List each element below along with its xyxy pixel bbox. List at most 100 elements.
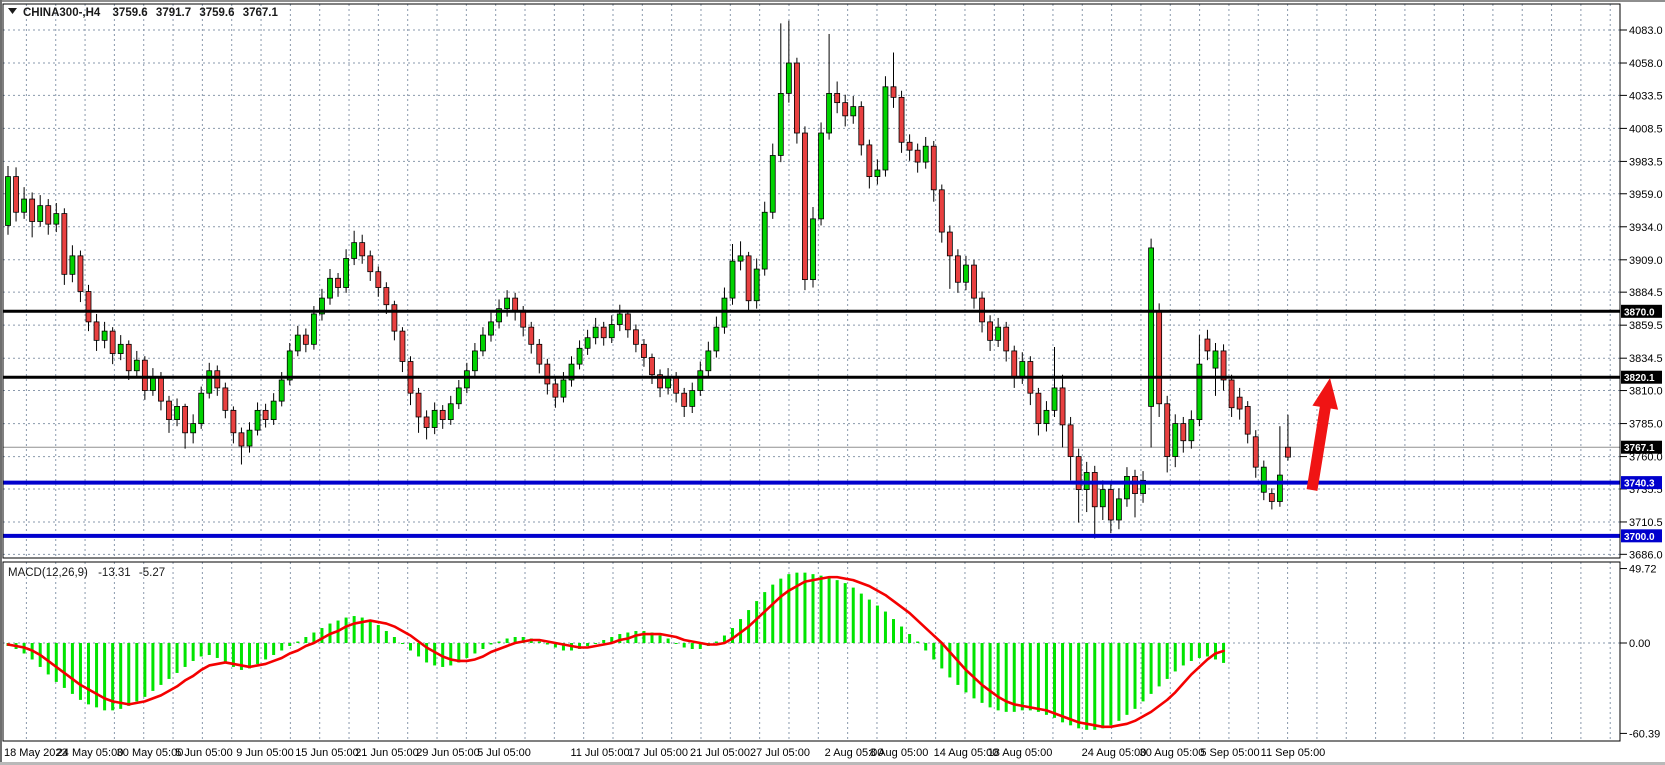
bull-candle [785, 62, 792, 94]
bull-candle [1148, 247, 1154, 407]
macd-histogram-bar [1085, 643, 1089, 730]
bear-candle [77, 255, 84, 292]
bull-candle [1188, 419, 1195, 442]
bear-candle [1067, 424, 1074, 457]
time-axis-label: 29 Jun 05:00 [416, 747, 480, 759]
bear-candle [85, 291, 92, 323]
bear-candle [641, 343, 647, 358]
bull-candle [327, 277, 333, 299]
macd-histogram-bar [1197, 643, 1201, 658]
bull-candle [761, 211, 768, 270]
time-axis-label: 30 Aug 05:00 [1140, 747, 1205, 759]
price-axis-label: 3983.5 [1629, 156, 1663, 168]
macd-histogram-bar [143, 643, 147, 697]
time-axis-label: 5 Jun 05:00 [175, 747, 233, 759]
bull-candle [270, 400, 277, 421]
bear-candle [906, 141, 913, 151]
bull-candle [560, 379, 567, 398]
time-axis-label: 8 Aug 05:00 [870, 747, 929, 759]
bear-candle [552, 383, 559, 398]
bull-candle [753, 268, 760, 302]
macd-histogram-bar [1044, 643, 1048, 715]
bull-candle [278, 379, 285, 402]
macd-pane-border [2, 561, 1621, 742]
bull-candle [53, 213, 60, 225]
bear-candle [423, 416, 430, 428]
bear-candle [1285, 446, 1291, 458]
macd-histogram-bar [714, 641, 718, 643]
bear-candle [1220, 350, 1227, 381]
macd-histogram-bar [956, 643, 960, 685]
bear-candle [1011, 350, 1018, 378]
macd-histogram-bar [787, 574, 791, 643]
symbol-dropdown-icon[interactable] [8, 8, 17, 14]
price-tag [1621, 529, 1662, 543]
macd-histogram-bar [561, 643, 565, 651]
bull-candle [1043, 409, 1050, 424]
bull-candle [737, 255, 744, 262]
macd-histogram-bar [1061, 643, 1065, 723]
bull-candle [319, 297, 325, 315]
macd-histogram-bar [135, 643, 139, 702]
macd-histogram-bar [1165, 643, 1169, 679]
hlines-layer[interactable] [3, 309, 1620, 538]
symbol-info-bar: CHINA300-,H4 3759.6 3791.7 3759.6 3767.1 [23, 7, 278, 19]
macd-histogram-bar [183, 643, 187, 667]
bear-candle [238, 432, 245, 447]
bear-candle [834, 92, 841, 104]
bull-candle [343, 258, 350, 288]
price-axis-label: 4033.5 [1629, 90, 1663, 102]
bull-candle [286, 350, 293, 381]
bull-candle [592, 326, 599, 339]
price-axis-label: 3686.0 [1629, 549, 1663, 561]
macd-histogram-bar [119, 643, 123, 709]
macd-histogram-bar [1133, 643, 1137, 709]
macd-histogram-bar [1205, 643, 1209, 657]
macd-histogram-bar [175, 643, 179, 673]
bear-candle [141, 359, 148, 391]
macd-histogram-bar [191, 643, 195, 661]
bull-candle [174, 405, 180, 421]
macd-histogram-bar [199, 643, 203, 657]
bull-candle [351, 242, 358, 259]
bear-candle [335, 277, 341, 288]
bull-candle [37, 205, 44, 222]
window-left-edge [0, 0, 2, 765]
bull-candle [705, 350, 712, 372]
macd-histogram-bar [223, 643, 227, 663]
macd-histogram-bar [1141, 643, 1145, 702]
macd-histogram-bar [948, 643, 952, 678]
bear-candle [375, 271, 382, 288]
bull-candle [777, 92, 784, 156]
macd-histogram-bar [731, 628, 734, 643]
macd-histogram-bar [272, 643, 276, 655]
bull-candle [608, 324, 615, 339]
bear-candle [528, 326, 535, 345]
bull-candle [1051, 387, 1058, 411]
bear-candle [222, 387, 229, 411]
bear-candle [914, 149, 921, 163]
macd-histogram-bar [1077, 643, 1081, 729]
macd-histogram-bar [892, 619, 895, 643]
bull-candle [117, 343, 124, 354]
bull-candle [1196, 363, 1203, 421]
bull-candle [1116, 498, 1122, 521]
macd-histogram-bar [1125, 643, 1129, 715]
macd-histogram-bar [489, 643, 493, 645]
macd-histogram-bar [932, 643, 936, 660]
price-axis-label: 3934.0 [1629, 222, 1663, 234]
macd-histogram-bar [1012, 643, 1016, 712]
macd-histogram-bar [62, 643, 66, 688]
macd-histogram-bar [859, 593, 863, 643]
time-axis-label: 11 Sep 05:00 [1261, 747, 1326, 759]
macd-histogram-bar [763, 592, 767, 643]
macd-histogram-bar [409, 643, 412, 651]
macd-histogram-bar [521, 637, 525, 643]
macd-histogram-bar [1069, 643, 1073, 726]
macd-histogram-bar [1004, 643, 1008, 712]
bull-candle [713, 326, 720, 352]
macd-histogram-bar [578, 643, 582, 649]
price-axis-label: 3959.0 [1629, 189, 1663, 201]
bear-candle [1180, 423, 1187, 442]
